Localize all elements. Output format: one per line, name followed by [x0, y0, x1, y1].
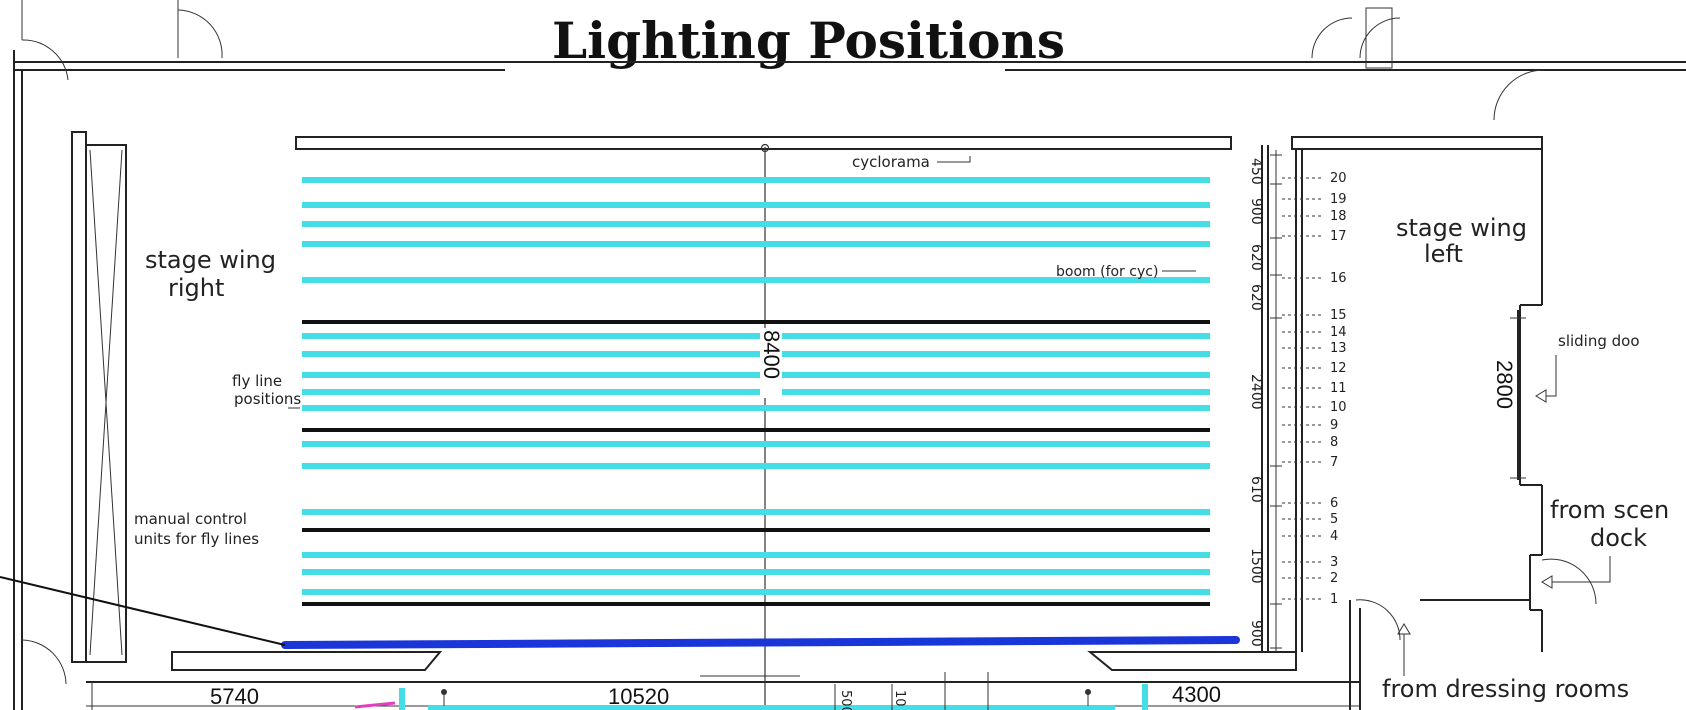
dimension-10: 10 — [892, 690, 907, 707]
front-lighting-bar — [281, 636, 1240, 649]
fly-line-label-2: positions — [234, 390, 301, 408]
dimension-1500: 1500 — [1248, 548, 1264, 584]
fly-line-label-1: fly line — [232, 372, 282, 390]
front-bar-leader — [0, 576, 286, 646]
fly-line-number: 3 — [1330, 555, 1338, 570]
fly-line-number: 8 — [1330, 435, 1338, 450]
bottom-ticks — [441, 672, 1091, 710]
dimension-620-a: 620 — [1248, 244, 1264, 271]
from-dressing-rooms-label: from dressing rooms — [1382, 675, 1629, 703]
manual-control-label-2: units for fly lines — [134, 530, 259, 548]
dimension-900-top: 900 — [1248, 198, 1264, 225]
dimension-4300: 4300 — [1172, 682, 1221, 707]
stage-wing-left-label-1: stage wing — [1396, 214, 1527, 242]
door-width-dimension: 2800 — [1492, 360, 1517, 409]
dimension-450: 450 — [1248, 158, 1264, 185]
cyclorama-label: cyclorama — [852, 153, 930, 171]
cyclorama-leader — [937, 156, 971, 163]
dimension-900-bottom: 900 — [1248, 620, 1264, 647]
fly-line-number: 19 — [1330, 192, 1347, 207]
sliding-door-leader — [1546, 355, 1557, 397]
door-swings — [21, 0, 1597, 685]
fly-line-number: 15 — [1330, 308, 1347, 323]
fly-line-number: 4 — [1330, 529, 1338, 544]
diagram-title: Lighting Positions — [552, 11, 1065, 70]
fly-line-number: 6 — [1330, 496, 1338, 511]
fly-line-number: 9 — [1330, 418, 1338, 433]
from-scene-dock-label-2: dock — [1590, 524, 1647, 552]
fly-line-number: 18 — [1330, 209, 1347, 224]
fly-bars — [302, 177, 1210, 606]
fly-line-number: 17 — [1330, 229, 1347, 244]
fly-line-number: 5 — [1330, 512, 1338, 527]
dimension-500: 500 — [838, 690, 853, 710]
dimension-2400: 2400 — [1248, 374, 1264, 410]
fly-line-number: 12 — [1330, 361, 1347, 376]
stage-wing-right-label-2: right — [168, 274, 224, 302]
fly-line-number: 1 — [1330, 592, 1338, 607]
from-scene-dock-label-1: from scen — [1550, 496, 1669, 524]
boom-label: boom (for cyc) — [1056, 264, 1158, 280]
fly-line-number: 13 — [1330, 341, 1347, 356]
scene-dock-leader — [1552, 556, 1611, 583]
fly-line-number: 11 — [1330, 381, 1347, 396]
fly-line-number: 2 — [1330, 571, 1338, 586]
depth-label-box — [760, 328, 782, 398]
stage-wing-right-label-1: stage wing — [145, 246, 276, 274]
sliding-door-label: sliding doo — [1558, 332, 1640, 350]
dimension-610: 610 — [1248, 476, 1264, 503]
dimension-5740: 5740 — [210, 684, 259, 709]
stage-wing-left-label-2: left — [1424, 240, 1463, 268]
fly-line-number: 20 — [1330, 171, 1347, 186]
fly-line-number: 7 — [1330, 455, 1338, 470]
fly-line-number: 10 — [1330, 400, 1347, 415]
dimension-620-b: 620 — [1248, 284, 1264, 311]
right-dimension-column — [1270, 150, 1282, 652]
fly-line-number: 14 — [1330, 325, 1347, 340]
pink-marker — [354, 701, 396, 709]
dimension-10520: 10520 — [608, 684, 669, 709]
fly-line-number: 16 — [1330, 271, 1347, 286]
depth-dimension: 8400 — [759, 330, 784, 379]
manual-control-label-1: manual control — [134, 510, 247, 528]
